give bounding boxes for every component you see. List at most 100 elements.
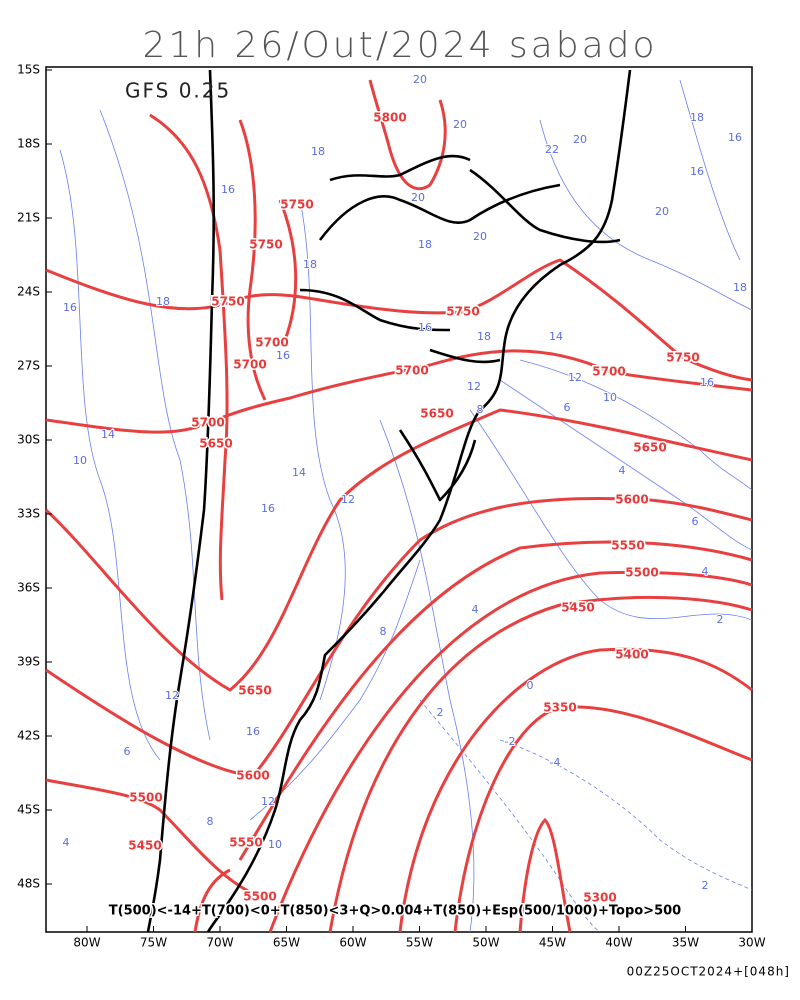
thickness-label: -2	[505, 735, 516, 748]
thickness-label: 8	[207, 815, 214, 828]
height-label: 5750	[249, 238, 282, 252]
thickness-label: 4	[63, 836, 70, 849]
thickness-label: 20	[573, 133, 587, 146]
thickness-label: 16	[728, 131, 742, 144]
thickness-label: 16	[418, 321, 432, 334]
timestamp: 00Z25OCT2024+[048h]	[627, 965, 790, 979]
thickness-label: 12	[568, 371, 582, 384]
thickness-label: 12	[261, 795, 275, 808]
height-label: 5600	[615, 493, 648, 507]
lon-label: 30W	[738, 936, 765, 950]
thickness-label: 20	[453, 118, 467, 131]
height-label: 5650	[420, 407, 453, 421]
thickness-label: 12	[341, 493, 355, 506]
thickness-label: 16	[246, 725, 260, 738]
thickness-label: 14	[292, 466, 306, 479]
thickness-label: 10	[268, 838, 282, 851]
lat-label: 21S	[17, 211, 40, 225]
height-label: 5500	[625, 566, 658, 580]
thickness-label: 20	[411, 191, 425, 204]
thickness-label: 2	[702, 879, 709, 892]
height-label: 5650	[633, 441, 666, 455]
thickness-label: 12	[165, 689, 179, 702]
thickness-label: 8	[477, 403, 484, 416]
lat-label: 36S	[17, 581, 40, 595]
thickness-label: 20	[473, 230, 487, 243]
thickness-label: 16	[276, 349, 290, 362]
lon-label: 40W	[605, 936, 632, 950]
thickness-label: 6	[692, 515, 699, 528]
lon-label: 45W	[539, 936, 566, 950]
thickness-label: 0	[527, 679, 534, 692]
height-label: 5350	[543, 701, 576, 715]
height-label: 5700	[233, 358, 266, 372]
thickness-label: 18	[303, 258, 317, 271]
model-label: GFS 0.25	[125, 79, 231, 103]
thickness-label: 20	[413, 73, 427, 86]
height-label: 5650	[238, 684, 271, 698]
height-label: 5500	[129, 791, 162, 805]
lon-label: 55W	[406, 936, 433, 950]
lon-label: 75W	[140, 936, 167, 950]
lon-label: 60W	[339, 936, 366, 950]
thickness-label: 16	[221, 183, 235, 196]
thickness-label: 18	[311, 145, 325, 158]
lon-label: 35W	[672, 936, 699, 950]
height-label: 5750	[446, 305, 479, 319]
thickness-label: 18	[690, 111, 704, 124]
thickness-label: 16	[690, 165, 704, 178]
coastlines-borders	[146, 69, 632, 933]
height-label: 5400	[615, 648, 648, 662]
thickness-label: 2	[717, 613, 724, 626]
height-label: 5700	[395, 364, 428, 378]
thickness-label: 22	[545, 143, 559, 156]
lat-label: 27S	[17, 359, 40, 373]
thickness-label: 4	[472, 603, 479, 616]
thickness-label: 12	[467, 380, 481, 393]
thickness-label: 16	[63, 301, 77, 314]
lat-label: 24S	[17, 285, 40, 299]
height-label: 5800	[373, 111, 406, 125]
height-label: 5600	[236, 769, 269, 783]
thickness-label: 6	[124, 745, 131, 758]
height-label: 5700	[255, 336, 288, 350]
title: 21h 26/Out/2024 sabado	[142, 25, 657, 66]
lat-label: 42S	[17, 729, 40, 743]
height-contours	[44, 79, 753, 933]
thickness-label: 4	[702, 565, 709, 578]
thickness-label: 6	[564, 401, 571, 414]
lon-label: 65W	[273, 936, 300, 950]
lat-label: 39S	[17, 655, 40, 669]
lat-label: 30S	[17, 433, 40, 447]
height-label: 5550	[611, 539, 644, 553]
thickness-label: 18	[733, 281, 747, 294]
lat-label: 15S	[17, 63, 40, 77]
thickness-label: 18	[156, 295, 170, 308]
lat-label: 45S	[17, 803, 40, 817]
height-label: 5750	[666, 351, 699, 365]
thickness-label: 18	[477, 330, 491, 343]
height-label: 5650	[199, 437, 232, 451]
lon-label: 80W	[73, 936, 100, 950]
height-label: 5750	[280, 198, 313, 212]
thickness-label: 18	[418, 238, 432, 251]
height-label: 5450	[561, 601, 594, 615]
height-label: 5750	[211, 295, 244, 309]
thickness-label: 10	[603, 391, 617, 404]
thickness-label: 2	[437, 706, 444, 719]
lon-label: 50W	[472, 936, 499, 950]
lon-label: 70W	[206, 936, 233, 950]
height-label: 5300	[583, 891, 616, 905]
thickness-label: 14	[101, 428, 115, 441]
height-label: 5500	[243, 890, 276, 904]
thickness-label: 14	[549, 330, 563, 343]
thickness-contours	[59, 79, 753, 933]
thickness-label: 8	[380, 625, 387, 638]
lat-label: 48S	[17, 877, 40, 891]
thickness-label: 16	[261, 502, 275, 515]
thickness-label: 4	[619, 464, 626, 477]
height-label: 5450	[128, 839, 161, 853]
thickness-label: 10	[73, 454, 87, 467]
thickness-label: 20	[655, 205, 669, 218]
